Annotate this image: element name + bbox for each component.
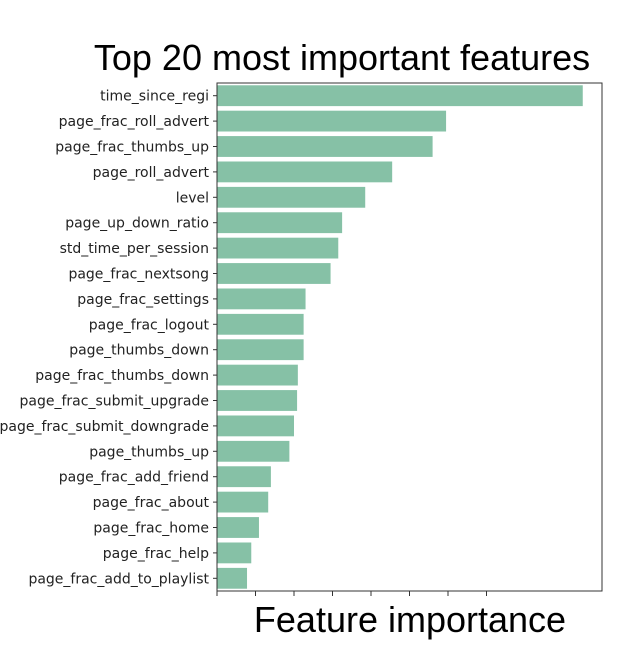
y-tick-label: page_frac_add_friend [59,470,209,486]
y-tick-label: page_thumbs_up [89,444,209,460]
bar-page_frac_help [217,542,252,564]
bar-page_frac_settings [217,288,306,310]
bar-page_frac_add_friend [217,466,271,488]
y-tick-label: page_roll_advert [93,165,210,181]
bar-page_frac_submit_upgrade [217,390,298,411]
y-tick-label: page_up_down_ratio [65,216,209,232]
bar-page_frac_add_to_playlist [217,567,248,589]
bar-page_roll_advert [217,161,393,183]
y-tick-label: page_frac_add_to_playlist [28,571,209,587]
y-tick-label: level [176,190,209,206]
x-ticks [216,591,487,596]
plot-area-frame [216,82,603,592]
y-tick-label: page_frac_thumbs_up [55,140,209,156]
bar-time_since_regi [217,85,583,107]
bar-page_thumbs_down [217,339,304,361]
y-tick-labels: time_since_regi page_frac_roll_advertpage… [0,89,217,587]
y-tick-label: page_frac_submit_downgrade [0,419,209,435]
bar-page_frac_logout [217,313,304,335]
bar-level [217,186,366,208]
bar-page_frac_nextsong [217,263,331,284]
y-tick-label: page_frac_submit_upgrade [20,394,209,410]
y-tick-label: time_since_regi [100,89,209,105]
x-axis-label: Feature importance [254,599,566,640]
y-tick-label: page_frac_logout [89,317,210,333]
y-tick-label: page_frac_help [103,546,209,562]
bar-page_frac_submit_downgrade [217,415,294,437]
bar-page_thumbs_up [217,440,290,462]
y-tick-label: page_frac_home [93,521,209,537]
bar-page_frac_about [217,491,269,513]
y-tick-label: page_thumbs_down [69,343,209,359]
y-tick-label: page_frac_nextsong [68,267,209,283]
y-tick-label: page_frac_thumbs_down [35,368,209,384]
bar-std_time_per_session [217,237,339,259]
bar-page_frac_roll_advert [217,110,447,132]
y-tick-label: page_frac_settings [77,292,209,308]
chart-title: Top 20 most important features [94,37,590,78]
bars-layer [217,85,583,589]
y-tick-label: page_frac_about [93,495,210,511]
y-tick-label: page_frac_roll_advert [59,114,210,130]
bar-page_frac_thumbs_down [217,364,298,386]
bar-page_frac_home [217,517,259,538]
bar-page_up_down_ratio [217,212,343,234]
bar-page_frac_thumbs_up [217,136,433,157]
y-tick-label: std_time_per_session [60,241,209,257]
